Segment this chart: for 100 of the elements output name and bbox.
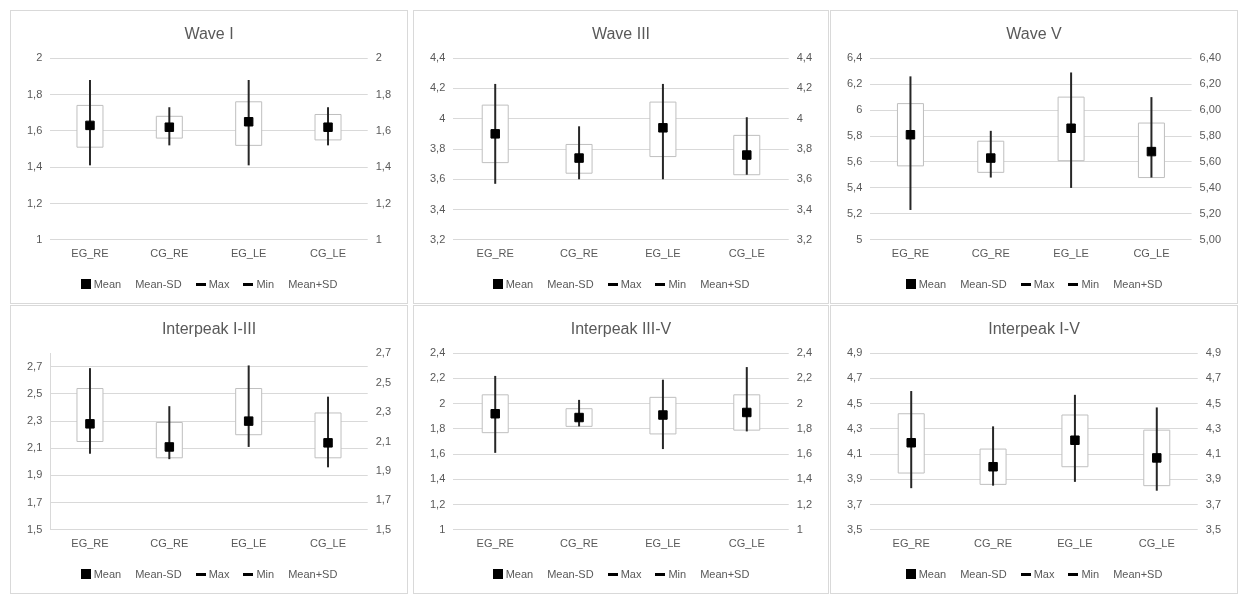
chart-title: Interpeak III-V (570, 320, 672, 338)
y-tick-label: 4,9 (846, 346, 863, 359)
y2-tick-label: 2,1 (375, 434, 392, 447)
y-tick-label: 3,8 (429, 142, 446, 155)
candlestick (1061, 393, 1089, 483)
y2-tick-label: 4,3 (1205, 421, 1222, 434)
y2-tick-label: 2,3 (375, 405, 392, 418)
x-tick-label: CG_LE (1138, 537, 1175, 550)
point (658, 123, 668, 133)
y2-tick-label: 1,7 (375, 493, 392, 506)
candlestick (155, 405, 183, 461)
y2-tick-label: 6,20 (1199, 77, 1222, 90)
legend-label: Mean (93, 278, 122, 290)
y-tick-label: 3,9 (846, 472, 863, 485)
y-tick-label: 6,4 (846, 51, 863, 64)
y2-tick-label: 1,9 (375, 463, 392, 476)
chart-title: Wave V (1006, 25, 1063, 43)
candlestick (76, 367, 104, 455)
y2-tick-label: 6,00 (1199, 103, 1222, 116)
x-tick-label: CG_RE (971, 247, 1010, 260)
text: Max (1033, 568, 1055, 580)
y2-tick-label: 4,9 (1205, 346, 1222, 359)
candlestick (1137, 96, 1165, 179)
x-tick-label: CG_RE (150, 537, 189, 550)
y2-tick-label: 1,4 (796, 472, 813, 485)
x-tick-label: EG_RE (476, 537, 514, 550)
chart-title: Wave I (184, 25, 234, 43)
point (490, 129, 500, 139)
y-tick-label: 1,4 (429, 472, 446, 485)
y2-tick-label: 3,4 (796, 202, 813, 215)
y2-tick-label: 1,8 (796, 421, 813, 434)
y2-tick-label: 5,00 (1199, 232, 1222, 245)
x-tick-label: CG_RE (150, 247, 189, 260)
candlestick (649, 378, 677, 451)
y2-tick-label: 1,8 (375, 87, 392, 100)
y2-tick-label: 1 (375, 232, 382, 245)
y2-tick-label: 3,5 (1205, 522, 1222, 535)
y-tick-label: 5 (856, 232, 863, 245)
y-tick-label: 3,7 (846, 497, 863, 510)
y2-tick-label: 1,6 (375, 123, 392, 136)
candlestick (896, 75, 924, 211)
y2-tick-label: 4 (796, 111, 803, 124)
text: Max (208, 568, 230, 580)
y-tick-label: 5,8 (846, 129, 863, 142)
chart-title: Interpeak I-III (161, 320, 257, 338)
candlestick (1143, 406, 1171, 492)
text: Max (1033, 278, 1055, 290)
y2-tick-label: 1,6 (796, 447, 813, 460)
point (1066, 123, 1076, 133)
text: Mean-SD (547, 568, 594, 580)
text: Max (620, 568, 642, 580)
text: Mean+SD (700, 568, 750, 580)
text: Min (1081, 568, 1100, 580)
x-tick-label: EG_RE (71, 537, 109, 550)
y2-tick-label: 3,6 (796, 172, 813, 185)
candlestick (314, 395, 342, 469)
y-tick-label: 1,8 (26, 87, 43, 100)
x-tick-label: EG_RE (476, 247, 514, 260)
y-tick-label: 2,2 (429, 371, 446, 384)
text: Mean+SD (700, 278, 750, 290)
x-tick-label: EG_RE (891, 247, 930, 260)
x-tick-label: EG_LE (645, 537, 681, 550)
y-tick-label: 1,8 (429, 421, 446, 434)
point (164, 442, 175, 452)
candlestick (235, 364, 263, 448)
y2-tick-label: 5,80 (1199, 129, 1222, 142)
x-tick-label: EG_RE (71, 247, 109, 260)
y-tick-label: 4,1 (846, 447, 863, 460)
y2-tick-label: 3,8 (796, 142, 813, 155)
y2-tick-label: 2,7 (375, 346, 392, 359)
x-tick-label: CG_RE (560, 537, 599, 550)
candlestick (897, 390, 925, 490)
y-tick-label: 1,9 (26, 468, 43, 481)
legend-label: Mean (505, 278, 534, 290)
y2-tick-label: 1,2 (796, 497, 813, 510)
point (85, 419, 95, 429)
point (323, 438, 333, 448)
candlestick (733, 366, 761, 433)
y2-tick-label: 1,4 (375, 160, 392, 173)
x-tick-label: CG_LE (309, 247, 347, 260)
y-tick-label: 1,2 (429, 497, 446, 510)
y-tick-label: 3,2 (429, 232, 446, 245)
y-tick-label: 1 (439, 522, 446, 535)
y2-tick-label: 4,5 (1205, 396, 1222, 409)
legend-label: Mean (918, 278, 947, 290)
y-tick-label: 4,3 (846, 421, 863, 434)
y2-tick-label: 3,2 (796, 232, 813, 245)
y2-tick-label: 2,4 (796, 346, 813, 359)
x-tick-label: EG_LE (230, 537, 267, 550)
text: Min (1081, 278, 1100, 290)
text: Min (256, 568, 275, 580)
y2-tick-label: 4,1 (1205, 447, 1222, 460)
y2-tick-label: 4,4 (796, 51, 813, 64)
y2-tick-label: 4,2 (796, 81, 813, 94)
y-tick-label: 4,2 (429, 81, 446, 94)
text: Max (208, 278, 230, 290)
y2-tick-label: 2 (796, 396, 803, 409)
text: Min (256, 278, 275, 290)
x-tick-label: EG_LE (230, 247, 267, 260)
y-tick-label: 2 (36, 51, 43, 64)
